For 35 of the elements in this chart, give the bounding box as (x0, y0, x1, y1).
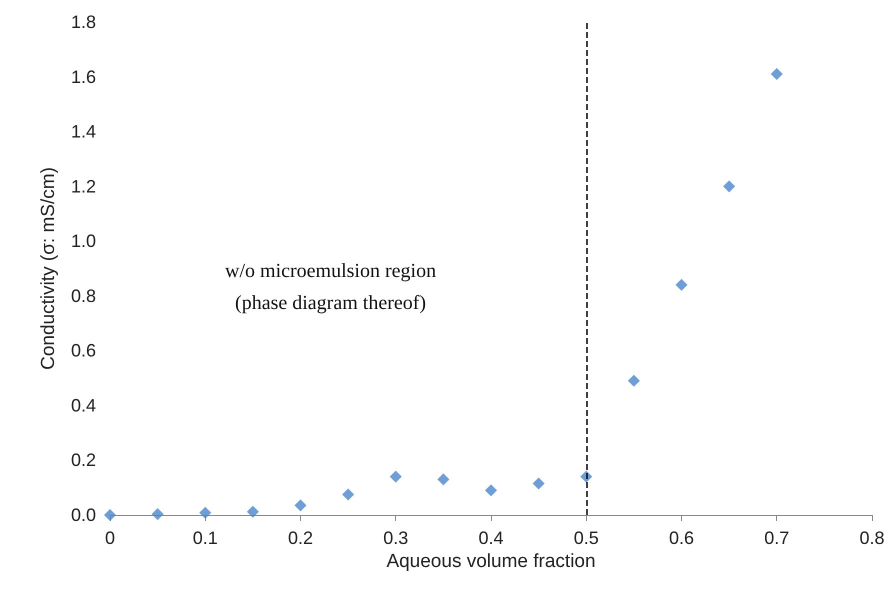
annotation: w/o microemulsion region (phase diagram thereof) (225, 260, 436, 314)
point (770, 68, 783, 80)
y-tick-label: 0.8 (70, 286, 96, 306)
point (199, 506, 212, 519)
y-tick-label: 1.8 (70, 12, 96, 32)
x-axis-title: Aqueous volume fraction (386, 550, 596, 572)
y-tick-label: 0.0 (70, 505, 96, 525)
point (152, 508, 164, 520)
point (390, 470, 402, 483)
point (342, 488, 354, 500)
x-tick-label: 0.7 (764, 528, 790, 548)
y-axis-title: Conductivity (σ: mS/cm) (38, 167, 59, 370)
x-tick-label: 0.1 (192, 528, 218, 548)
point (676, 278, 688, 291)
point (485, 484, 497, 496)
x-tick-label: 0.6 (668, 528, 694, 548)
x-tick-label: 0.4 (478, 528, 504, 548)
point (628, 374, 640, 387)
y-tick-label: 1.0 (70, 231, 96, 252)
y-tick-label: 0.2 (70, 450, 96, 470)
y-tick-label: 1.2 (70, 176, 96, 196)
x-tick-label: 0.8 (859, 528, 885, 548)
y-tick-label: 0.6 (70, 340, 96, 361)
point (532, 478, 545, 490)
point (437, 473, 450, 486)
x-tick-label: 0 (104, 528, 116, 548)
y-tick-label: 1.6 (70, 66, 96, 87)
point (246, 506, 259, 518)
point (723, 180, 736, 192)
x-tick-label: 0.2 (288, 528, 314, 548)
x-tick-label: 0.3 (383, 528, 408, 548)
y-tick-label: 1.4 (70, 122, 96, 142)
y-tick-label: 0.4 (70, 395, 96, 416)
point (294, 499, 306, 512)
x-tick-label: 0.5 (574, 528, 599, 548)
